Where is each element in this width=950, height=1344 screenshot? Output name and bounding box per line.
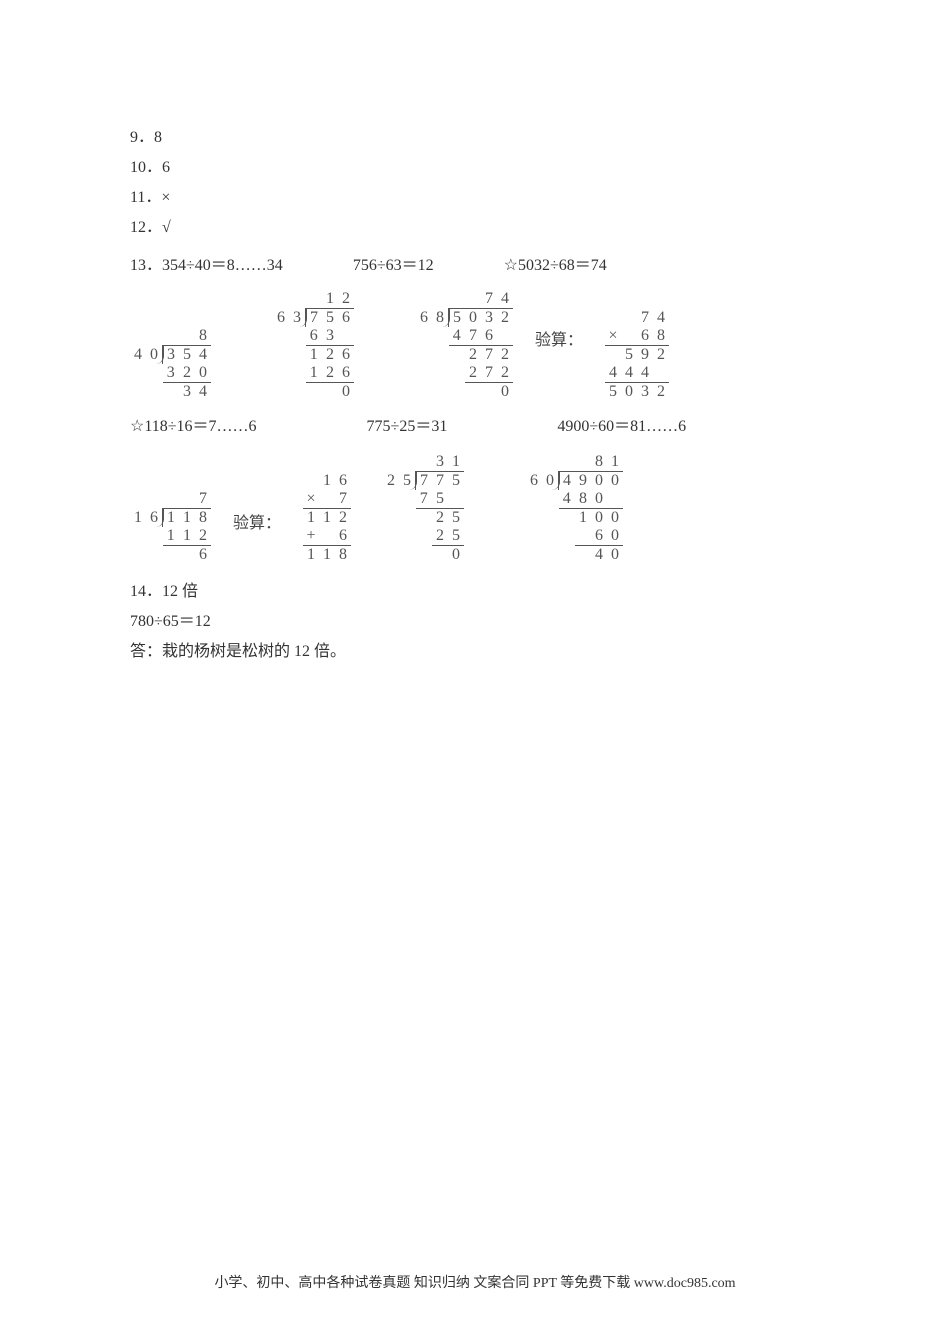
longdiv-row-1: 8 40354 320 34 12 63756 63 126 126 0 74 … [130,290,820,401]
ld-756-63: 12 63756 63 126 126 0 [273,290,354,401]
row2-equations: ☆118÷16＝7……6 775÷25＝31 4900÷60＝81……6 [130,415,820,439]
q14-line1: 14．12 倍 [130,580,820,604]
ld-5032-68: 74 685032 476 272 272 0 [416,290,513,401]
row2-eq2: 775÷25＝31 [367,415,448,439]
mult-16-7-plus6: 16 ×7 112 +6 118 [303,472,351,564]
ld-354-40: 8 40354 320 34 [130,327,211,401]
answer-11: 11．× [130,186,820,210]
q14-line2: 780÷65＝12 [130,610,820,634]
ld-4900-60: 81 604900 480 100 60 40 [526,453,623,564]
mult-74-68: 74 ×68 592 444 5032 [605,309,669,401]
ld-775-25: 31 25775 75 25 25 0 [383,453,464,564]
check-label-2: 验算： [233,512,281,564]
q13-eq2: 756÷63＝12 [353,254,434,278]
check-label-1: 验算： [535,329,583,401]
row2-eq1: ☆118÷16＝7……6 [130,415,257,439]
q13-eq1: 13．354÷40＝8……34 [130,254,283,278]
q14-line3: 答：栽的杨树是松树的 12 倍。 [130,640,820,664]
q13-eq3: ☆5032÷68＝74 [504,254,607,278]
row2-eq3: 4900÷60＝81……6 [557,415,686,439]
page-footer: 小学、初中、高中各种试卷真题 知识归纳 文案合同 PPT 等免费下载 www.d… [0,1272,950,1292]
longdiv-row-2: 7 16118 112 6 验算： 16 ×7 112 +6 118 31 25… [130,453,820,564]
ld-118-16: 7 16118 112 6 [130,490,211,564]
page-body: 9．8 10．6 11．× 12．√ 13．354÷40＝8……34 756÷6… [0,0,950,664]
answer-12: 12．√ [130,216,820,240]
answer-10: 10．6 [130,156,820,180]
q13-equations: 13．354÷40＝8……34 756÷63＝12 ☆5032÷68＝74 [130,254,820,278]
answer-9: 9．8 [130,126,820,150]
